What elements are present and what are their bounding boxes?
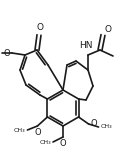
Text: CH₃: CH₃ [101,124,112,130]
Text: O: O [36,24,44,32]
Text: CH₃: CH₃ [39,139,51,144]
Text: CH₃: CH₃ [14,128,25,133]
Text: O: O [91,119,97,129]
Text: O: O [34,128,41,137]
Text: O: O [60,139,66,148]
Text: O: O [105,26,112,34]
Text: O: O [3,49,10,57]
Text: HN: HN [79,41,93,50]
